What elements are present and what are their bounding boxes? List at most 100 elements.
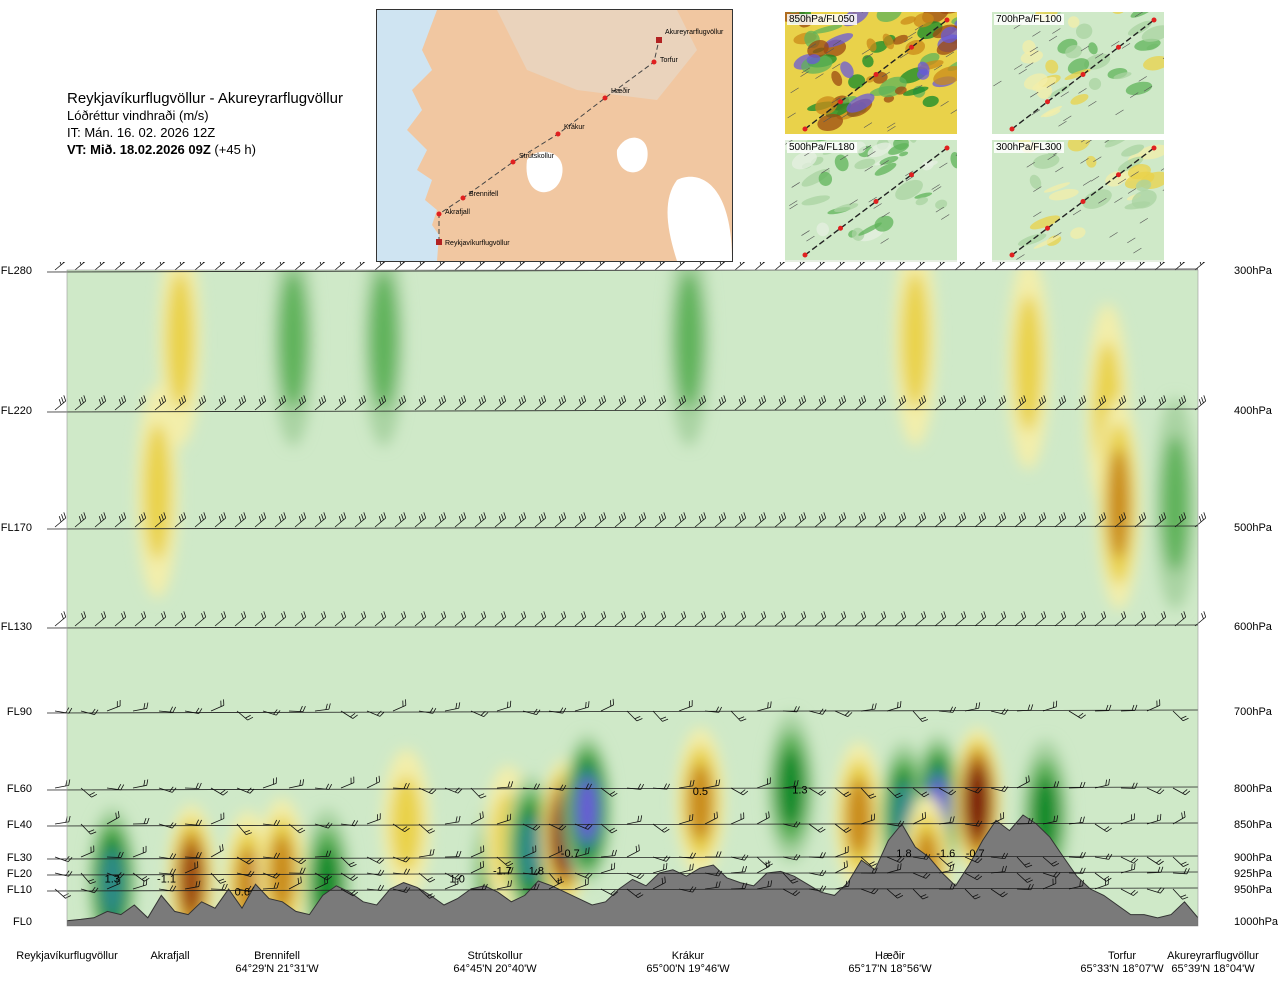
wind-barb bbox=[1034, 616, 1046, 627]
map-field-patch bbox=[900, 16, 916, 25]
wind-barb-feather bbox=[363, 512, 367, 519]
wind-barb-feather bbox=[563, 611, 567, 618]
map-field-patch bbox=[936, 38, 957, 55]
wind-barb-feather bbox=[523, 395, 527, 402]
wind-barb-feather bbox=[741, 613, 744, 620]
wind-barb bbox=[974, 400, 986, 411]
wind-barb-feather bbox=[101, 613, 104, 620]
wind-barb-feather bbox=[325, 822, 330, 828]
wind-barb bbox=[294, 517, 306, 528]
wind-barb bbox=[314, 616, 326, 627]
map-field-patch bbox=[831, 70, 843, 87]
wind-barb-feather bbox=[248, 860, 255, 865]
wind-barb bbox=[794, 400, 806, 411]
wind-barb bbox=[1194, 616, 1206, 627]
wind-barb-feather bbox=[461, 613, 464, 620]
wind-barb bbox=[434, 616, 446, 627]
wind-barb-feather bbox=[925, 873, 931, 879]
wind-barb-feather bbox=[479, 262, 482, 265]
level-map-300-label: 300hPa/FL300 bbox=[994, 142, 1064, 153]
map-wind-barb bbox=[881, 212, 890, 218]
wind-barb bbox=[340, 888, 354, 897]
wind-barb-feather bbox=[1131, 864, 1133, 871]
wind-barb bbox=[54, 872, 69, 877]
map-wind-barb bbox=[1072, 209, 1082, 216]
wind-barb bbox=[496, 885, 511, 890]
wind-barb bbox=[874, 400, 886, 411]
map-field-patch bbox=[817, 113, 844, 132]
wind-barb-feather bbox=[1038, 399, 1042, 405]
valid-time-offset: (+45 h) bbox=[214, 142, 256, 157]
wind-barb-feather bbox=[896, 856, 902, 862]
wind-barb-feather bbox=[1003, 611, 1007, 618]
wind-barb-feather bbox=[238, 399, 242, 405]
wind-barb bbox=[288, 710, 304, 713]
map-wind-barb bbox=[789, 203, 798, 210]
route-point-label: Hæðir bbox=[611, 87, 631, 95]
wind-barb bbox=[54, 517, 66, 528]
wind-barb-feather bbox=[523, 512, 527, 519]
wind-barb-feather bbox=[898, 516, 902, 522]
cell-annotation: 1.8 bbox=[529, 866, 544, 878]
wind-barb-feather bbox=[341, 514, 344, 521]
wind-barb-feather bbox=[798, 516, 802, 522]
wind-barb bbox=[184, 886, 199, 890]
wind-barb-feather bbox=[1079, 851, 1083, 858]
wind-cell bbox=[1107, 448, 1130, 559]
wind-barb bbox=[374, 262, 386, 271]
wind-barb bbox=[634, 262, 646, 271]
flight-level-label: FL170 bbox=[1, 522, 32, 534]
wind-barb-feather bbox=[663, 512, 667, 519]
wind-barb-feather bbox=[61, 514, 64, 521]
wind-barb-feather bbox=[636, 718, 643, 722]
wind-barb-feather bbox=[201, 514, 204, 521]
wind-barb-feather bbox=[68, 779, 71, 786]
wind-barb bbox=[418, 872, 430, 883]
wind-barb-feather bbox=[81, 397, 84, 404]
wind-barb-feather bbox=[561, 514, 564, 521]
wind-barb bbox=[652, 710, 663, 722]
waypoint-name: Strútskollur bbox=[467, 950, 522, 962]
wind-barb-feather bbox=[963, 611, 967, 618]
map-wind-barb bbox=[1130, 171, 1139, 177]
wind-barb-feather bbox=[974, 787, 980, 793]
wind-barb bbox=[1134, 517, 1146, 528]
wind-barb bbox=[454, 400, 466, 411]
wind-barb-feather bbox=[354, 820, 359, 827]
wind-barb bbox=[994, 616, 1006, 627]
wind-barb-feather bbox=[636, 873, 642, 878]
wind-barb bbox=[340, 782, 355, 789]
pressure-label: 850hPa bbox=[1234, 819, 1273, 831]
wind-barb-feather bbox=[401, 397, 404, 404]
wind-barb-feather bbox=[715, 870, 720, 876]
wind-barb bbox=[470, 866, 484, 874]
wind-barb-feather bbox=[298, 858, 304, 863]
wind-barb-feather bbox=[250, 871, 255, 877]
wind-barb bbox=[236, 823, 247, 835]
wind-barb-feather bbox=[1134, 863, 1136, 870]
wind-barb bbox=[854, 616, 866, 627]
wind-barb-feather bbox=[281, 613, 284, 620]
wind-barb-feather bbox=[195, 707, 200, 714]
wind-barb-feather bbox=[220, 789, 226, 794]
wind-barb-feather bbox=[350, 890, 356, 895]
wind-barb bbox=[354, 517, 366, 528]
wind-barb-feather bbox=[339, 262, 342, 265]
wind-barb-feather bbox=[221, 613, 224, 620]
wind-barb-feather bbox=[432, 708, 437, 714]
map-field-patch bbox=[882, 33, 895, 50]
wind-barb-feather bbox=[883, 611, 887, 618]
wind-barb-feather bbox=[1163, 611, 1167, 618]
wind-barb bbox=[494, 517, 506, 528]
wind-barb-feather bbox=[635, 892, 642, 897]
wind-barb bbox=[548, 882, 562, 890]
wind-barb bbox=[600, 888, 614, 896]
wind-barb-feather bbox=[246, 787, 252, 793]
wind-barb-feather bbox=[718, 516, 722, 522]
wind-barb-feather bbox=[401, 826, 408, 831]
wind-barb-feather bbox=[718, 870, 723, 877]
wind-barb-feather bbox=[639, 262, 642, 265]
wind-barb bbox=[418, 710, 433, 714]
wind-barb-feather bbox=[585, 701, 587, 709]
wind-barb-feather bbox=[623, 395, 627, 402]
